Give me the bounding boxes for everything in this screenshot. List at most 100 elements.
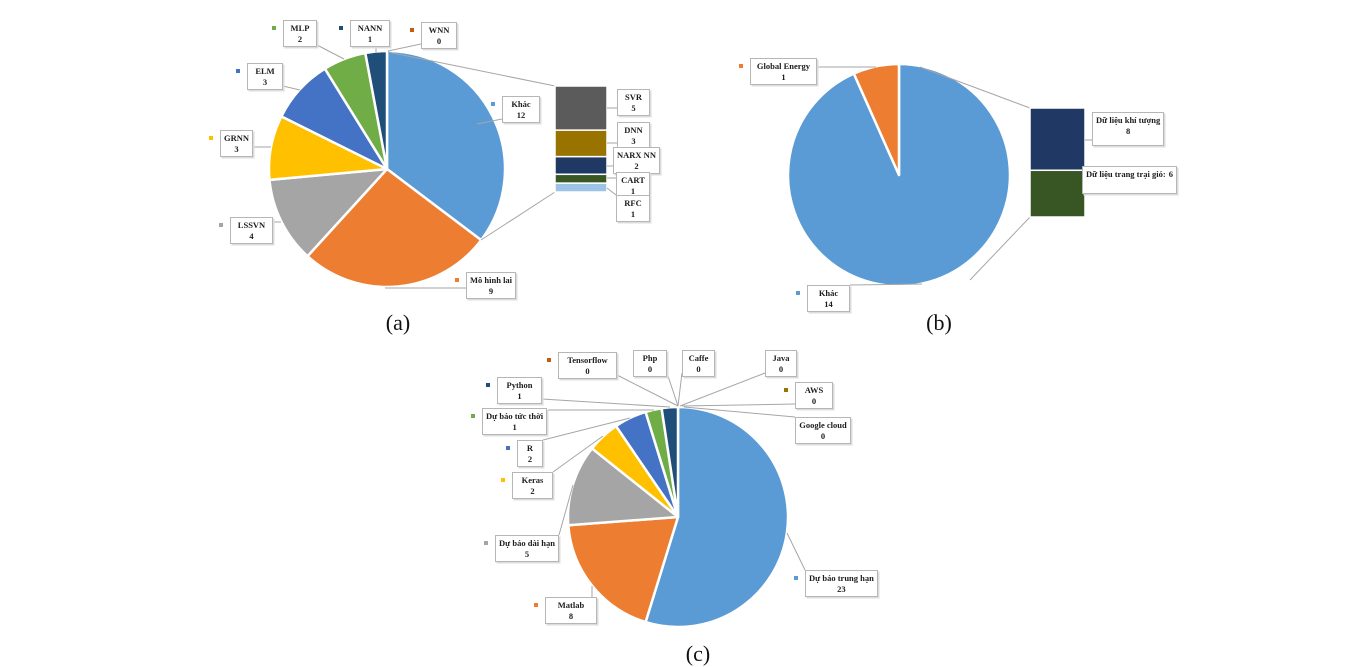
- legend-marker-matlab: [534, 603, 538, 607]
- bar-segment-svr: [554, 85, 608, 131]
- callout-label: Matlab: [557, 600, 585, 610]
- legend-marker-lssvn: [219, 223, 223, 227]
- callout-du-bao-trung-han: Dự báo trung hạn 23: [805, 570, 878, 598]
- leader-line-tensorflow: [616, 374, 679, 407]
- callout-mo-hinh-lai: Mô hình lai 9: [466, 272, 517, 300]
- callout-label: Dữ liệu khí tượng: [1096, 115, 1161, 125]
- legend-marker-khac: [491, 102, 495, 106]
- legend-marker-du-bao-trung-han: [794, 576, 798, 580]
- callout-value: 0: [811, 395, 817, 406]
- callout-value: 2: [530, 485, 535, 496]
- callout-label: SVR: [624, 92, 642, 102]
- bar-segment-du-lieu-khi-tuong: [1029, 107, 1086, 172]
- callout-global-energy: Global Energy 1: [750, 58, 817, 86]
- leader-line-du-bao-dai-han: [558, 484, 574, 536]
- legend-marker-mo-hinh-lai: [455, 278, 459, 282]
- pie-slice-global-energy: [852, 62, 901, 177]
- callout-value: 2: [527, 453, 533, 464]
- callout-value: 8: [568, 610, 574, 621]
- breakout-connector: [387, 51, 556, 87]
- callout-aws: AWS 0: [795, 382, 833, 410]
- bar-segment-dnn: [554, 129, 608, 158]
- callout-elm: ELM 3: [247, 63, 283, 91]
- callout-value: 0: [585, 365, 590, 376]
- callout-label: GRNN: [224, 133, 250, 143]
- callout-java: Java 0: [765, 350, 797, 378]
- bar-segment-cart: [554, 173, 608, 184]
- callout-grnn: GRNN 3: [220, 130, 254, 158]
- callout-label: ELM: [255, 66, 275, 76]
- callout-label: Dự báo tức thời: [486, 411, 544, 421]
- leader-line-khac: [476, 118, 503, 125]
- legend-marker-du-bao-tuc-thoi: [471, 414, 475, 418]
- callout-label: Dự báo dài hạn: [499, 538, 555, 548]
- callout-label: WNN: [428, 25, 450, 35]
- callout-wnn: WNN 0: [421, 22, 457, 50]
- callout-label: Caffe: [688, 353, 709, 363]
- bar-segment-rfc: [554, 182, 608, 193]
- callout-label: NARX NN: [617, 150, 656, 160]
- callout-label: RFC: [624, 198, 642, 208]
- callout-python: Python 1: [497, 377, 542, 405]
- callout-value: 5: [631, 102, 636, 113]
- leader-line-keras: [552, 435, 604, 473]
- pie-slice-khac: [385, 49, 507, 242]
- callout-label: NANN: [357, 23, 383, 33]
- bar-segment-du-lieu-trang-trai-gio: [1029, 169, 1086, 218]
- legend-marker-wnn: [410, 28, 414, 32]
- callout-label: Java: [772, 353, 790, 363]
- callout-label: Php: [642, 353, 658, 363]
- callout-narx-nn: NARX NN 2: [613, 147, 660, 175]
- callout-du-bao-dai-han: Dự báo dài hạn 5: [495, 535, 559, 563]
- leader-line-caffe: [677, 372, 683, 407]
- callout-value: 9: [488, 285, 494, 296]
- callout-label: CART: [621, 175, 645, 185]
- caption-a: (a): [385, 310, 411, 335]
- callout-value: 2: [634, 160, 639, 171]
- callout-lssvn: LSSVN 4: [230, 217, 273, 245]
- callout-label: Keras: [521, 475, 544, 485]
- callout-du-lieu-trang-trai-gio: Dữ liệu trang trại gió: 6: [1082, 166, 1177, 194]
- callout-svr: SVR 5: [617, 89, 650, 117]
- legend-marker-global-energy: [739, 64, 743, 68]
- callout-label: Tensorflow: [567, 355, 608, 365]
- callout-value: 5: [524, 548, 530, 559]
- callout-value: 23: [837, 583, 846, 594]
- callout-php: Php 0: [633, 350, 667, 378]
- callout-value: 8: [1126, 125, 1131, 136]
- callout-value: 0: [436, 35, 442, 46]
- callout-value: 0: [778, 363, 784, 374]
- leader-line-wnn: [387, 43, 422, 52]
- callout-label: Khác: [511, 99, 531, 109]
- breakout-connector: [919, 66, 1031, 109]
- callout-label: MLP: [290, 23, 310, 33]
- leader-line-aws: [681, 403, 796, 407]
- callout-google-cloud: Google cloud 0: [795, 417, 851, 445]
- callout-value: 1: [367, 33, 373, 44]
- legend-marker-khac: [796, 291, 800, 295]
- callout-dnn: DNN 3: [617, 122, 650, 150]
- callout-value: 12: [516, 109, 526, 120]
- legend-marker-mlp: [272, 26, 276, 30]
- pie-slice-matlab: [567, 515, 680, 624]
- legend-marker-keras: [501, 478, 505, 482]
- callout-value: 1: [781, 71, 786, 82]
- callout-mlp: MLP 2: [283, 20, 317, 48]
- callout-label: Dự báo trung hạn: [809, 573, 874, 583]
- callout-du-bao-tuc-thoi: Dự báo tức thời 1: [482, 408, 548, 436]
- callout-khac: Khác 14: [807, 285, 850, 313]
- leader-line-r: [542, 417, 631, 441]
- legend-marker-grnn: [209, 136, 213, 140]
- callout-label: Google cloud: [799, 420, 847, 430]
- callout-label: Mô hình lai: [470, 275, 513, 285]
- pie-slice-mo-hinh-lai: [306, 167, 483, 289]
- callout-value: 0: [647, 363, 653, 374]
- leader-line-elm: [282, 85, 301, 91]
- legend-marker-du-bao-dai-han: [484, 541, 488, 545]
- leader-line-du-bao-trung-han: [786, 532, 806, 571]
- leader-line-php: [666, 372, 679, 407]
- callout-value: 4: [249, 230, 254, 241]
